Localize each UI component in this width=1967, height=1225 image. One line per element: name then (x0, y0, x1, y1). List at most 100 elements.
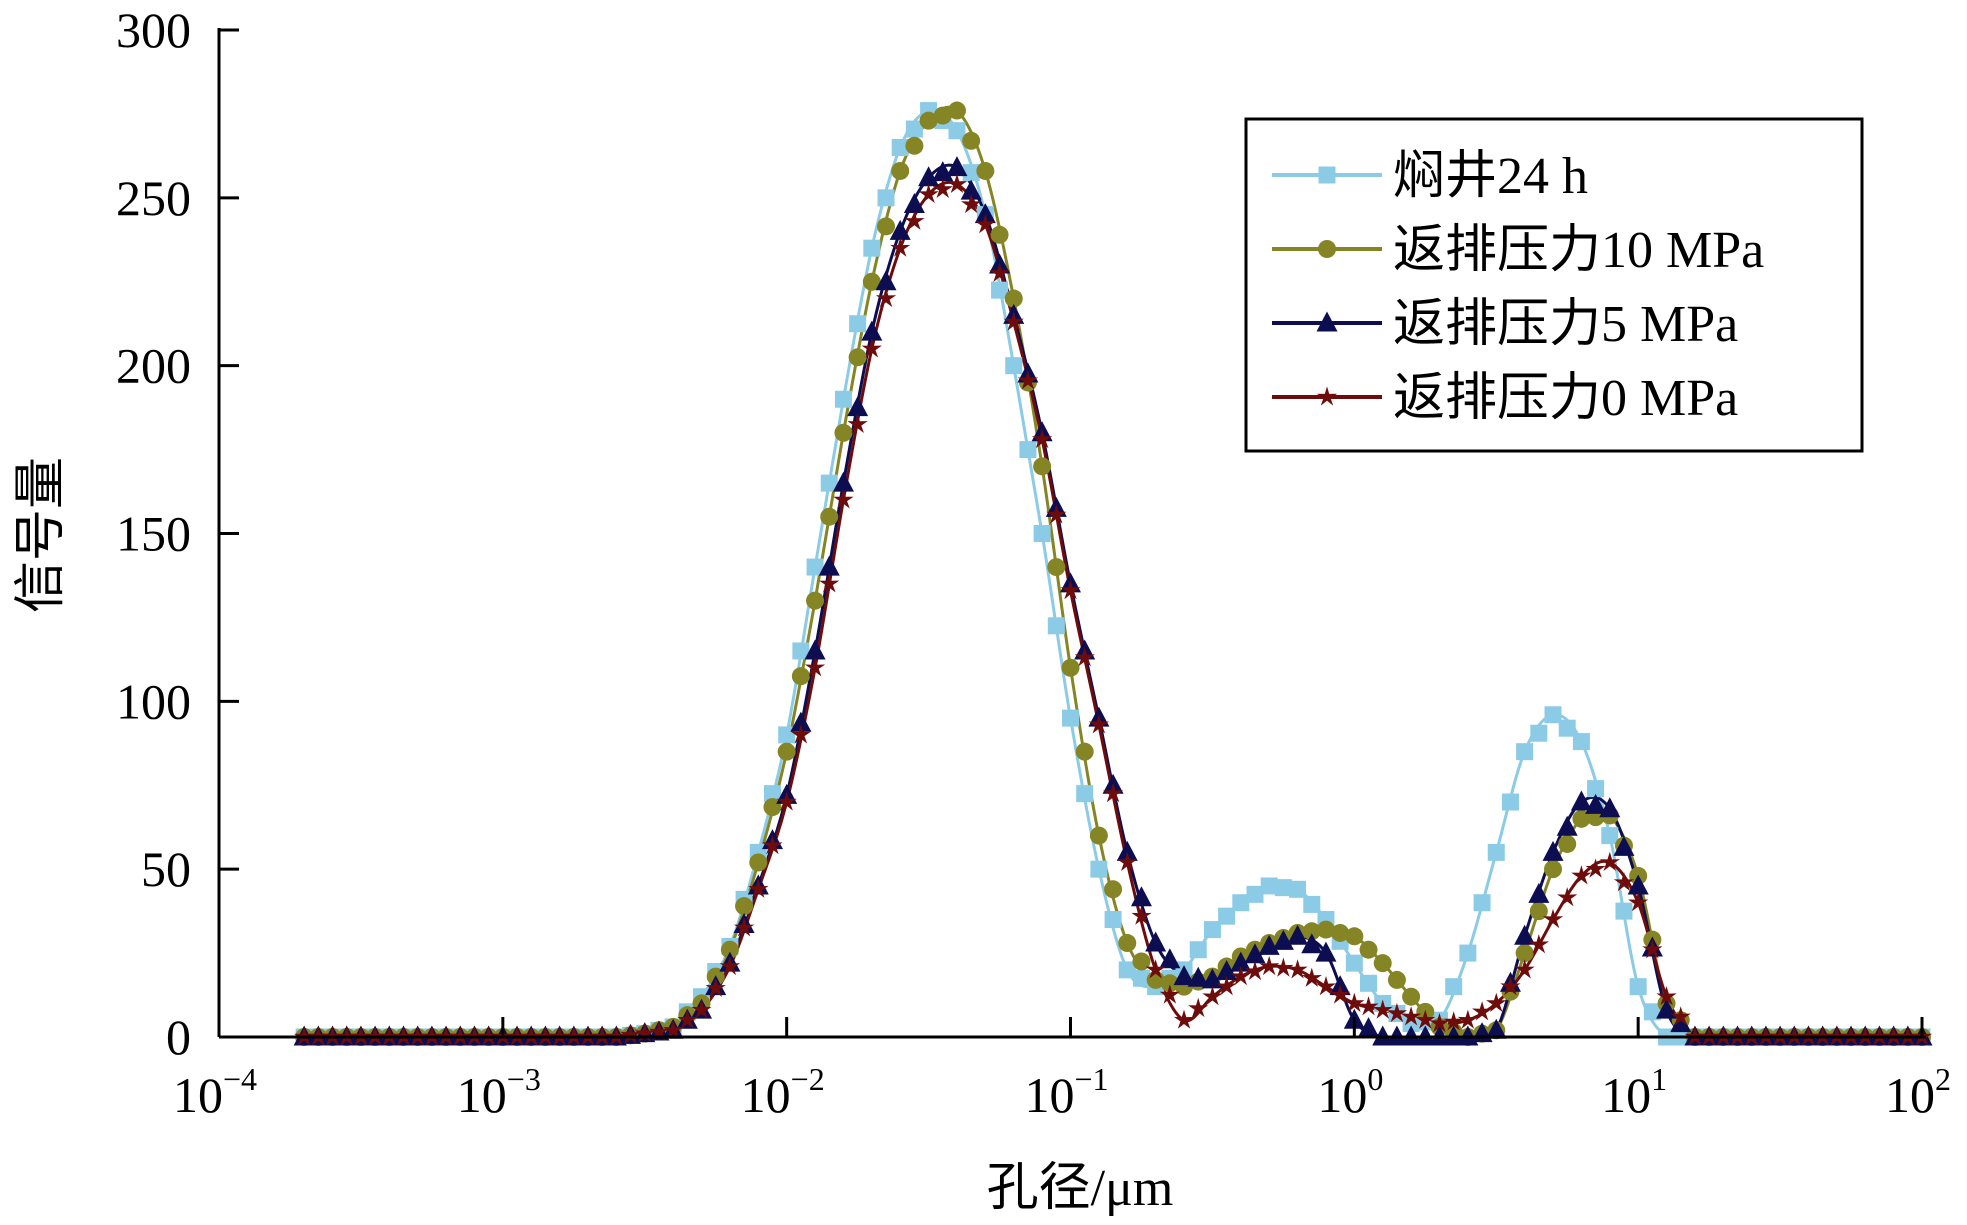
data-point (1244, 960, 1266, 981)
data-point (1331, 923, 1350, 942)
data-point (1530, 724, 1548, 742)
data-point (1372, 999, 1393, 1019)
data-point (946, 156, 968, 177)
data-point (1060, 579, 1081, 600)
data-point (691, 999, 712, 1019)
data-point (877, 189, 895, 207)
data-point (804, 639, 826, 660)
data-point (1260, 877, 1278, 895)
x-tick-base: 10 (1601, 1067, 1651, 1123)
data-point (1188, 997, 1209, 1018)
data-point (705, 977, 726, 997)
data-point (918, 183, 939, 204)
data-point (1047, 617, 1065, 635)
data-point (1019, 441, 1037, 459)
data-point (1047, 558, 1066, 577)
data-point (1599, 851, 1620, 871)
data-point (720, 940, 739, 959)
data-point (1315, 976, 1337, 996)
data-point (1387, 970, 1406, 989)
x-tick-label: 102 (1885, 1061, 1951, 1123)
data-point (1345, 954, 1363, 972)
data-point (1402, 987, 1421, 1006)
data-point (1132, 969, 1150, 987)
data-point (634, 1023, 655, 1043)
data-point (932, 178, 953, 198)
data-point (1076, 785, 1094, 803)
data-point (1572, 733, 1590, 751)
x-tick-label: 10−4 (173, 1061, 257, 1123)
data-point (889, 219, 911, 240)
data-point (1643, 1003, 1661, 1021)
data-point (1330, 984, 1351, 1004)
legend-item: 返排压力5 MPa (1272, 296, 1738, 353)
data-point (1117, 851, 1138, 871)
data-point (1033, 525, 1051, 542)
data-point (1131, 905, 1152, 925)
data-point (948, 122, 966, 140)
data-point (1075, 742, 1094, 761)
legend: 焖井24 h 返排压力10 MPa 返排压力5 MPa 返排压力0 MPa (1244, 117, 1864, 453)
legend-label: 返排压力0 MPa (1393, 370, 1738, 427)
data-point (891, 138, 909, 156)
legend-marker (1316, 386, 1338, 406)
data-point (1344, 992, 1365, 1012)
data-point (974, 203, 996, 224)
data-point (1315, 941, 1337, 962)
data-point (891, 161, 910, 180)
data-point (834, 423, 853, 442)
data-point (1615, 902, 1633, 920)
data-point (862, 272, 881, 291)
data-point (748, 878, 769, 898)
data-point (875, 287, 897, 308)
x-tick-base: 10 (1317, 1067, 1367, 1123)
data-point (919, 111, 938, 130)
data-point (1515, 944, 1534, 963)
data-point (834, 390, 852, 408)
data-point (1187, 966, 1209, 987)
data-point (1542, 840, 1564, 861)
data-point (1628, 892, 1649, 912)
legend-item: 焖井24 h (1272, 148, 1588, 205)
data-point (820, 474, 838, 492)
x-tick-label: 10−1 (1024, 1061, 1108, 1123)
data-point (833, 489, 854, 509)
data-point (903, 193, 925, 214)
data-point (1232, 894, 1250, 912)
data-point (1159, 984, 1180, 1004)
data-point (904, 210, 925, 230)
data-point (847, 413, 868, 433)
data-point (962, 164, 980, 182)
data-point (1516, 743, 1534, 761)
data-point (947, 101, 966, 120)
data-point (1501, 793, 1519, 811)
data-point (991, 281, 1009, 299)
data-point (960, 179, 982, 200)
data-point (1216, 976, 1237, 996)
data-point (1642, 939, 1663, 959)
data-point (1273, 957, 1294, 977)
x-tick-exponent: −2 (791, 1061, 825, 1097)
data-point (818, 555, 840, 576)
data-point (1160, 974, 1179, 993)
data-point (1287, 959, 1308, 979)
data-point (776, 791, 797, 811)
data-point (1274, 879, 1292, 897)
x-tick-base: 10 (741, 1067, 791, 1123)
data-point (1345, 927, 1364, 946)
data-point (806, 558, 824, 576)
data-point (1627, 874, 1649, 895)
data-point (1173, 965, 1195, 986)
data-point (1445, 978, 1463, 996)
data-point (806, 591, 825, 610)
data-point (1104, 911, 1122, 929)
data-point (1259, 955, 1280, 976)
legend-marker (1318, 240, 1336, 258)
data-point (918, 166, 940, 187)
data-point (1132, 952, 1151, 971)
data-point (1061, 658, 1080, 677)
data-point (1544, 706, 1562, 724)
data-point (932, 161, 954, 182)
data-point (1557, 887, 1578, 907)
data-point (1230, 951, 1252, 972)
